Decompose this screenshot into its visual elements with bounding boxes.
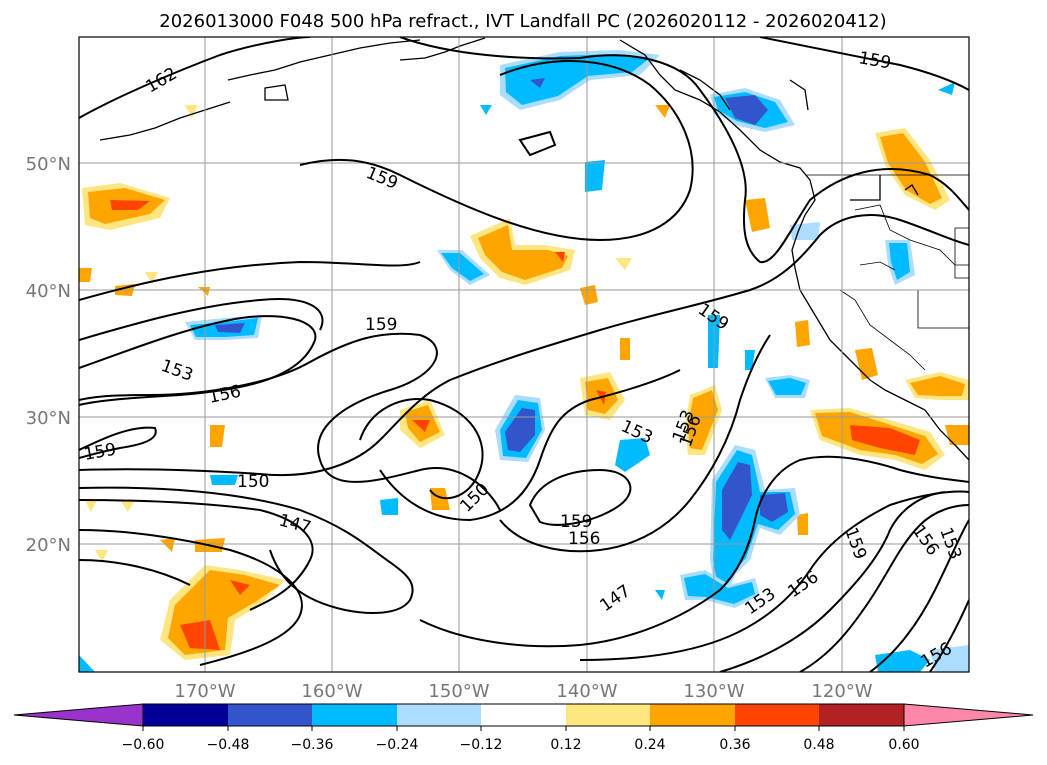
colorbar-outline: [142, 703, 905, 727]
graticule: [79, 37, 969, 672]
colorbar-segment: [481, 704, 566, 726]
colorbar-segment: [819, 704, 904, 726]
lat-label: 30°N: [26, 408, 71, 429]
colorbar-tick-label: 0.12: [550, 737, 581, 753]
colorbar-tick-label: −0.12: [460, 737, 503, 753]
colorbar-segment: [228, 704, 312, 726]
colorbar-extend-low: [13, 703, 144, 727]
colorbar-tick-label: −0.60: [122, 737, 165, 753]
coastline: [99, 37, 969, 461]
lat-label: 50°N: [26, 154, 71, 175]
contour-label: 156: [568, 529, 600, 549]
colorbar-tick-label: −0.24: [376, 737, 419, 753]
contours: [79, 37, 969, 672]
lon-label: 120°W: [811, 681, 872, 702]
contour-label: 159: [365, 315, 397, 335]
colorbar-segment: [143, 704, 228, 726]
lon-label: 150°W: [428, 681, 489, 702]
map-frame: [78, 36, 970, 673]
colorbar-tick-label: 0.48: [803, 737, 834, 753]
lon-label: 160°W: [301, 681, 362, 702]
shaded-regions: [79, 50, 969, 672]
map-area: 162 159 159 159 159 153 156 159 150 147 …: [79, 37, 969, 672]
colorbar-segment: [312, 704, 397, 726]
longitude-labels: 170°W 160°W 150°W 140°W 130°W 120°W: [174, 681, 872, 702]
lon-label: 170°W: [174, 681, 235, 702]
colorbar-tick-label: −0.36: [291, 737, 334, 753]
lon-label: 130°W: [683, 681, 744, 702]
colorbar-segment: [566, 704, 650, 726]
colorbar-extend-high: [903, 703, 1034, 727]
colorbar-segment: [735, 704, 819, 726]
latitude-labels: 50°N 40°N 30°N 20°N: [26, 154, 71, 556]
contour-label: 150: [237, 472, 269, 492]
colorbar-tick-label: −0.48: [207, 737, 250, 753]
colorbar-ticks: [142, 726, 905, 731]
lat-label: 20°N: [26, 535, 71, 556]
colorbar: −0.60 −0.48 −0.36 −0.24 −0.12 0.12 0.24 …: [13, 703, 1034, 753]
lat-label: 40°N: [26, 281, 71, 302]
colorbar-tick-label: 0.60: [888, 737, 919, 753]
colorbar-segment: [650, 704, 735, 726]
colorbar-tick-label: 0.24: [634, 737, 665, 753]
lon-label: 140°W: [556, 681, 617, 702]
positive-anomaly: [79, 105, 969, 660]
contour-label: 159: [560, 512, 592, 532]
map-title: 2026013000 F048 500 hPa refract., IVT La…: [159, 11, 886, 32]
colorbar-segment: [397, 704, 481, 726]
colorbar-tick-label: 0.36: [719, 737, 750, 753]
